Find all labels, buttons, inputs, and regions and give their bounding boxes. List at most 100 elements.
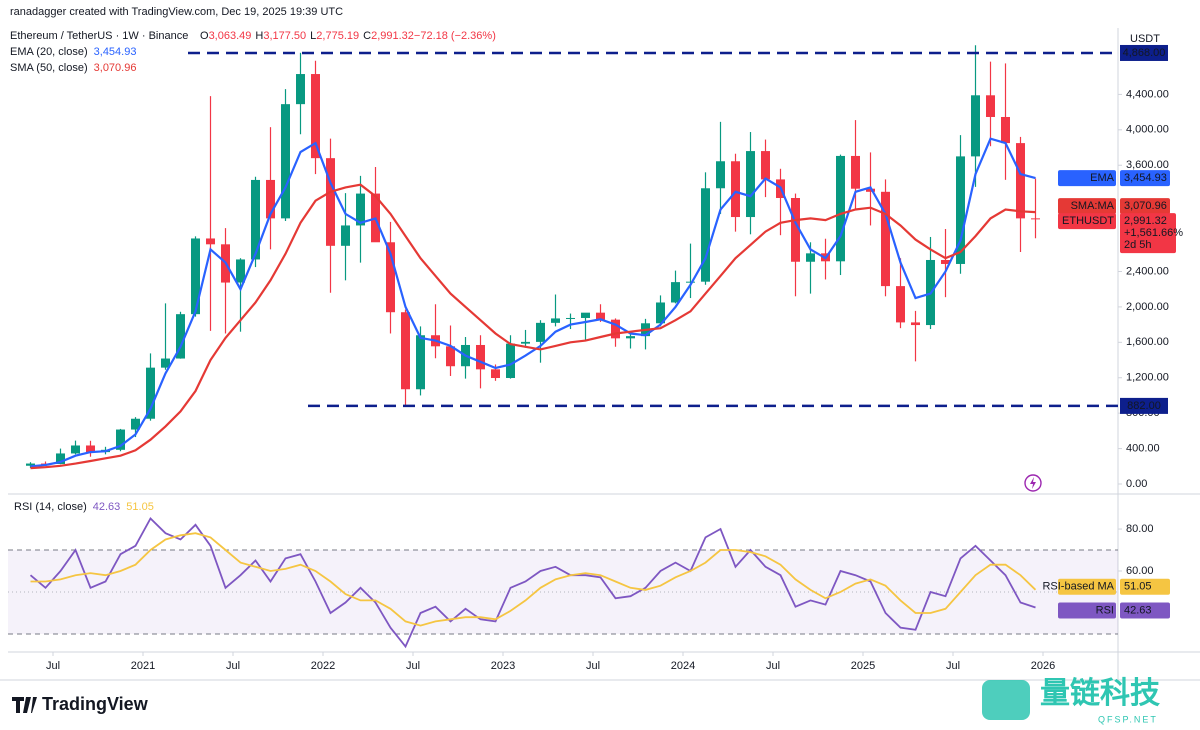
candle-body bbox=[341, 225, 350, 246]
candle-body bbox=[896, 286, 905, 323]
candle-body bbox=[866, 188, 875, 192]
candle-body bbox=[701, 188, 710, 282]
quote-key: C bbox=[363, 30, 371, 42]
tag-value-box bbox=[1120, 170, 1170, 187]
watermark-icon bbox=[982, 680, 1030, 720]
quote-value: 2,991.32 bbox=[371, 30, 414, 42]
rsi-title: RSI (14, close) bbox=[14, 501, 87, 513]
tag-value: 3,070.96 bbox=[1124, 200, 1167, 212]
y-tick-label: 4,000.00 bbox=[1126, 124, 1169, 136]
y-tick-label: 80.00 bbox=[1126, 523, 1154, 535]
indicator-line bbox=[30, 137, 1036, 468]
candle-body bbox=[236, 259, 245, 283]
candle-body bbox=[611, 319, 620, 339]
x-tick-label: Jul bbox=[946, 660, 960, 672]
candle-body bbox=[116, 429, 125, 450]
candle-body bbox=[1016, 143, 1025, 219]
candle-body bbox=[986, 95, 995, 117]
quote-value: −72.18 (−2.36%) bbox=[414, 30, 496, 42]
candle-body bbox=[191, 238, 200, 315]
tag-name: RSI-based MA bbox=[1042, 581, 1114, 593]
candle-body bbox=[971, 95, 980, 157]
candle-body bbox=[881, 191, 890, 287]
rsi-legend-value: 51.05 bbox=[126, 501, 154, 513]
quote-value: 2,775.19 bbox=[316, 30, 359, 42]
candle-body bbox=[596, 312, 605, 320]
candle-body bbox=[656, 302, 665, 324]
y-tick-label: 0.00 bbox=[1126, 478, 1147, 490]
watermark-text: 量链科技 bbox=[1040, 676, 1160, 710]
candle-body bbox=[1031, 218, 1040, 220]
alert-bolt bbox=[1030, 477, 1036, 489]
candle-body bbox=[296, 74, 305, 105]
candle-body bbox=[806, 253, 815, 262]
candle-body bbox=[626, 336, 635, 339]
credit: ranadagger created with TradingView.com,… bbox=[10, 6, 343, 18]
candle-body bbox=[536, 322, 545, 342]
candle-body bbox=[56, 453, 65, 464]
tag-name-box bbox=[1058, 198, 1116, 215]
candle-body bbox=[686, 281, 695, 283]
candle-body bbox=[311, 74, 320, 159]
indicator-line bbox=[30, 532, 1037, 627]
x-tick-label: 2021 bbox=[131, 660, 155, 672]
candle-body bbox=[941, 259, 950, 264]
candle-body bbox=[401, 312, 410, 390]
candle-body bbox=[521, 341, 530, 344]
candle-body bbox=[86, 445, 95, 453]
quote-key: O bbox=[200, 30, 209, 42]
tag-name: EMA bbox=[1090, 172, 1115, 184]
last-countdown: 2d 5h bbox=[1124, 239, 1152, 251]
tag-value: 3,454.93 bbox=[1124, 172, 1167, 184]
indicator-line bbox=[30, 183, 1036, 470]
y-tick-label: 400.00 bbox=[1126, 442, 1160, 454]
last-price-label: 2,991.32 bbox=[1124, 215, 1167, 227]
indicator-legend: EMA (20, close) 3,454.93 bbox=[10, 46, 136, 58]
candle-body bbox=[71, 445, 80, 454]
y-tick-label: 4,400.00 bbox=[1126, 88, 1169, 100]
y-tick-label: 60.00 bbox=[1126, 565, 1154, 577]
y-tick-label: 2,000.00 bbox=[1126, 301, 1169, 313]
tag-value: 42.63 bbox=[1124, 604, 1152, 616]
y-tick-label: 3,600.00 bbox=[1126, 159, 1169, 171]
x-tick-label: Jul bbox=[766, 660, 780, 672]
tag-name-box bbox=[1058, 578, 1116, 595]
quote-value: 3,177.50 bbox=[263, 30, 306, 42]
candle-body bbox=[176, 314, 185, 359]
candle-body bbox=[506, 343, 515, 379]
level-tag bbox=[1120, 397, 1168, 414]
x-tick-label: 2025 bbox=[851, 660, 875, 672]
candle-body bbox=[836, 155, 845, 262]
y-tick-label: 1,200.00 bbox=[1126, 372, 1169, 384]
logo-icon bbox=[12, 697, 37, 713]
x-tick-label: 2026 bbox=[1031, 660, 1055, 672]
tag-value: 51.05 bbox=[1124, 581, 1152, 593]
candle-body bbox=[476, 344, 485, 370]
candle-body bbox=[416, 335, 425, 390]
alert-icon bbox=[1024, 474, 1042, 492]
candle-body bbox=[581, 312, 590, 318]
candle-body bbox=[911, 322, 920, 326]
indicator-name: SMA (50, close) bbox=[10, 62, 88, 74]
x-tick-label: Jul bbox=[226, 660, 240, 672]
candle-body bbox=[131, 418, 140, 430]
last-tag: ETHUSDT bbox=[1062, 215, 1114, 227]
candle-body bbox=[356, 193, 365, 226]
rsi-band bbox=[8, 550, 1118, 634]
y-tick-label: 1,600.00 bbox=[1126, 336, 1169, 348]
quote: O3,063.49 H3,177.50 L2,775.19 C2,991.32−72.… bbox=[200, 30, 496, 42]
candle-body bbox=[746, 151, 755, 218]
x-tick-label: 2024 bbox=[671, 660, 695, 672]
candle-body bbox=[551, 318, 560, 323]
candle-body bbox=[146, 367, 155, 419]
tag-value-box bbox=[1120, 578, 1170, 595]
candle-body bbox=[386, 242, 395, 313]
candle-body bbox=[716, 161, 725, 189]
quote-key: L bbox=[310, 30, 316, 42]
quote-key: H bbox=[255, 30, 263, 42]
last-value-box bbox=[1120, 213, 1176, 254]
watermark: 量链科技 QFSP.NET bbox=[982, 676, 1160, 724]
indicator-value: 3,070.96 bbox=[94, 62, 137, 74]
rsi-legend: RSI (14, close) 42.63 51.05 bbox=[14, 501, 154, 513]
